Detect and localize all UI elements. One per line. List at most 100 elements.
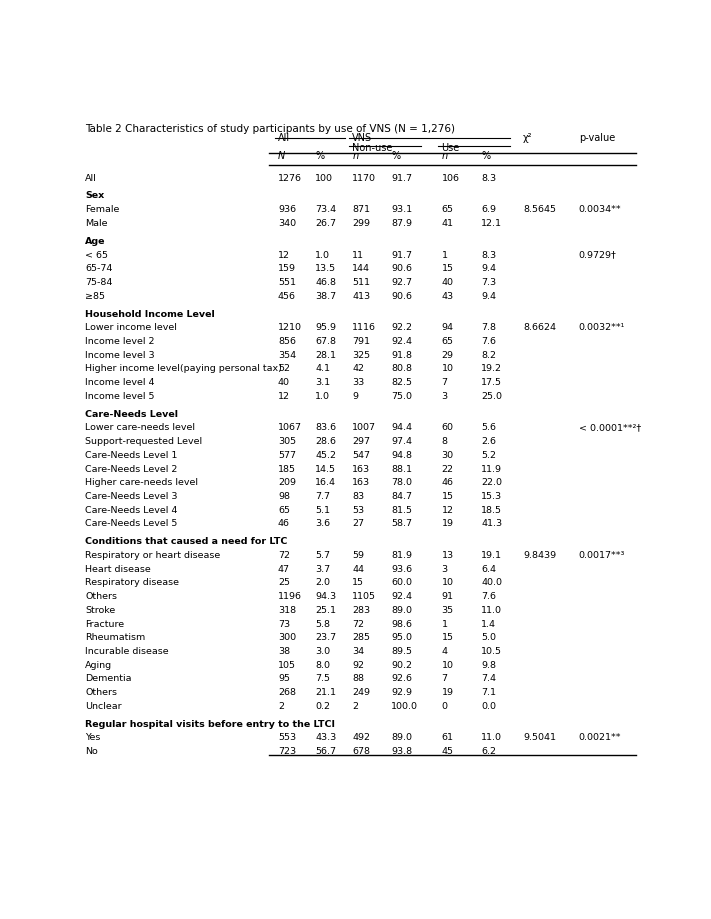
Text: 185: 185 <box>278 464 296 473</box>
Text: 100: 100 <box>315 174 333 182</box>
Text: 0.2: 0.2 <box>315 701 330 710</box>
Text: 511: 511 <box>353 278 370 287</box>
Text: 43.3: 43.3 <box>315 732 336 742</box>
Text: 8.3: 8.3 <box>481 250 496 259</box>
Text: 23.7: 23.7 <box>315 632 336 641</box>
Text: 94.4: 94.4 <box>391 423 412 432</box>
Text: 94: 94 <box>442 323 454 332</box>
Text: Unclear: Unclear <box>85 701 122 710</box>
Text: 84.7: 84.7 <box>391 492 412 501</box>
Text: 58.7: 58.7 <box>391 519 412 528</box>
Text: 15: 15 <box>442 264 454 273</box>
Text: 15: 15 <box>442 632 454 641</box>
Text: Lower care-needs level: Lower care-needs level <box>85 423 195 432</box>
Text: Care-Needs Level 2: Care-Needs Level 2 <box>85 464 177 473</box>
Text: 91.8: 91.8 <box>391 350 412 359</box>
Text: 1210: 1210 <box>278 323 302 332</box>
Text: 297: 297 <box>353 437 370 446</box>
Text: 83: 83 <box>353 492 365 501</box>
Text: 72: 72 <box>278 550 290 560</box>
Text: 1.0: 1.0 <box>315 250 330 259</box>
Text: 8.5645: 8.5645 <box>523 205 556 214</box>
Text: 15: 15 <box>353 578 364 587</box>
Text: 73.4: 73.4 <box>315 205 336 214</box>
Text: 93.1: 93.1 <box>391 205 412 214</box>
Text: Respiratory disease: Respiratory disease <box>85 578 179 587</box>
Text: < 0.0001**²†: < 0.0001**²† <box>579 423 641 432</box>
Text: Income level 2: Income level 2 <box>85 336 154 346</box>
Text: 46: 46 <box>278 519 290 528</box>
Text: 318: 318 <box>278 606 296 614</box>
Text: 7.4: 7.4 <box>481 674 496 683</box>
Text: Age: Age <box>85 236 105 245</box>
Text: 553: 553 <box>278 732 296 742</box>
Text: 92: 92 <box>353 660 364 669</box>
Text: 209: 209 <box>278 478 296 487</box>
Text: Care-Needs Level 1: Care-Needs Level 1 <box>85 450 177 460</box>
Text: 81.5: 81.5 <box>391 505 412 514</box>
Text: Support-requested Level: Support-requested Level <box>85 437 202 446</box>
Text: Others: Others <box>85 687 117 697</box>
Text: No: No <box>85 746 97 755</box>
Text: 2: 2 <box>353 701 358 710</box>
Text: 5.8: 5.8 <box>315 618 330 628</box>
Text: 6.2: 6.2 <box>481 746 496 755</box>
Text: 41: 41 <box>442 219 454 228</box>
Text: 19.1: 19.1 <box>481 550 502 560</box>
Text: 7: 7 <box>442 378 447 387</box>
Text: 98.6: 98.6 <box>391 618 412 628</box>
Text: 9.4: 9.4 <box>481 264 496 273</box>
Text: 89.5: 89.5 <box>391 646 412 655</box>
Text: 82.5: 82.5 <box>391 378 412 387</box>
Text: 19.2: 19.2 <box>481 364 502 373</box>
Text: Conditions that caused a need for LTC: Conditions that caused a need for LTC <box>85 537 287 546</box>
Text: 89.0: 89.0 <box>391 732 412 742</box>
Text: 105: 105 <box>278 660 296 669</box>
Text: 0.0021**: 0.0021** <box>579 732 621 742</box>
Text: 16.4: 16.4 <box>315 478 336 487</box>
Text: 72: 72 <box>353 618 364 628</box>
Text: 22: 22 <box>442 464 454 473</box>
Text: 11.9: 11.9 <box>481 464 502 473</box>
Text: 1: 1 <box>442 250 447 259</box>
Text: 577: 577 <box>278 450 296 460</box>
Text: 59: 59 <box>353 550 364 560</box>
Text: 305: 305 <box>278 437 296 446</box>
Text: 78.0: 78.0 <box>391 478 412 487</box>
Text: 90.2: 90.2 <box>391 660 412 669</box>
Text: VNS: VNS <box>353 133 373 143</box>
Text: 0.0032**¹: 0.0032**¹ <box>579 323 625 332</box>
Text: 92.7: 92.7 <box>391 278 412 287</box>
Text: 3.1: 3.1 <box>315 378 331 387</box>
Text: 11: 11 <box>353 250 364 259</box>
Text: 22.0: 22.0 <box>481 478 502 487</box>
Text: 28.6: 28.6 <box>315 437 336 446</box>
Text: 7.8: 7.8 <box>481 323 496 332</box>
Text: 93.8: 93.8 <box>391 746 412 755</box>
Text: 7.3: 7.3 <box>481 278 496 287</box>
Text: 25: 25 <box>278 578 290 587</box>
Text: 15.3: 15.3 <box>481 492 502 501</box>
Text: All: All <box>85 174 97 182</box>
Text: 40: 40 <box>278 378 290 387</box>
Text: Stroke: Stroke <box>85 606 115 614</box>
Text: %: % <box>391 151 400 161</box>
Text: 11.0: 11.0 <box>481 732 502 742</box>
Text: 1105: 1105 <box>353 592 376 600</box>
Text: 65: 65 <box>442 205 454 214</box>
Text: 90.6: 90.6 <box>391 291 412 301</box>
Text: 93.6: 93.6 <box>391 564 412 573</box>
Text: 3.7: 3.7 <box>315 564 331 573</box>
Text: 7: 7 <box>442 674 447 683</box>
Text: %: % <box>481 151 490 161</box>
Text: Rheumatism: Rheumatism <box>85 632 145 641</box>
Text: 1067: 1067 <box>278 423 302 432</box>
Text: 9: 9 <box>353 391 358 401</box>
Text: 88.1: 88.1 <box>391 464 412 473</box>
Text: 4: 4 <box>442 646 447 655</box>
Text: Male: Male <box>85 219 107 228</box>
Text: 41.3: 41.3 <box>481 519 502 528</box>
Text: 52: 52 <box>278 364 290 373</box>
Text: 12: 12 <box>278 250 290 259</box>
Text: 325: 325 <box>353 350 370 359</box>
